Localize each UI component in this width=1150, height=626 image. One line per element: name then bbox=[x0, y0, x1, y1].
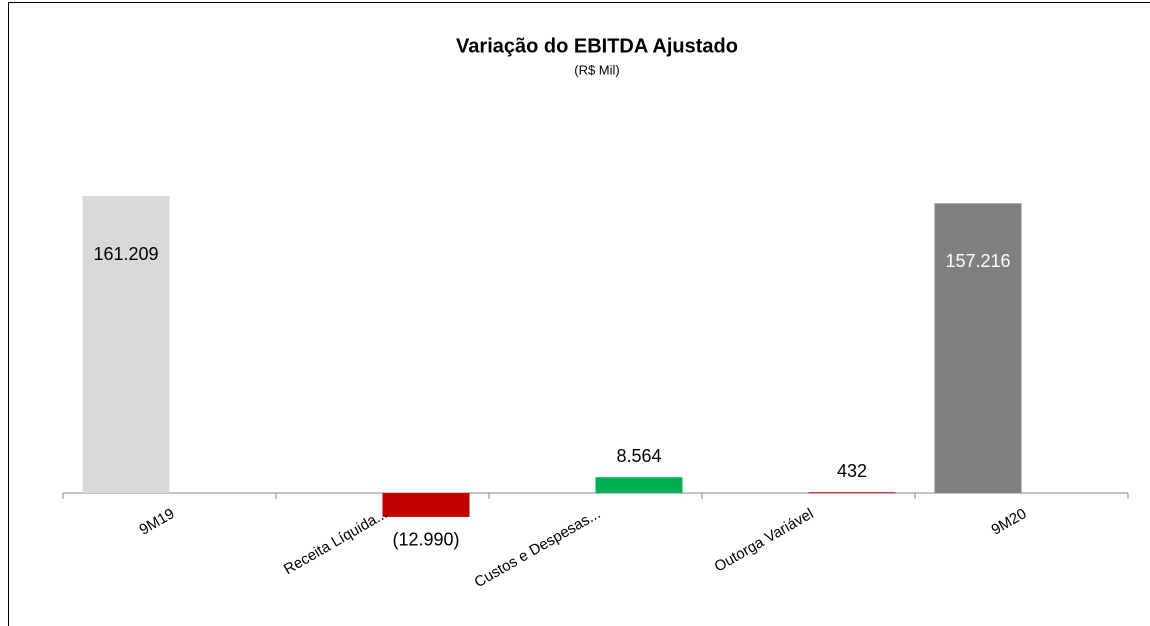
bar bbox=[382, 493, 470, 517]
bar bbox=[808, 492, 896, 494]
data-label: 432 bbox=[837, 461, 867, 481]
data-label: 8.564 bbox=[616, 446, 661, 466]
chart-subtitle: (R$ Mil) bbox=[574, 62, 620, 77]
bar bbox=[934, 203, 1022, 493]
chart-title: Variação do EBITDA Ajustado bbox=[456, 35, 738, 57]
bar bbox=[82, 196, 170, 493]
bar bbox=[595, 477, 683, 493]
data-label: (12.990) bbox=[392, 530, 459, 550]
data-label: 161.209 bbox=[93, 244, 158, 264]
data-label: 157.216 bbox=[945, 251, 1010, 271]
